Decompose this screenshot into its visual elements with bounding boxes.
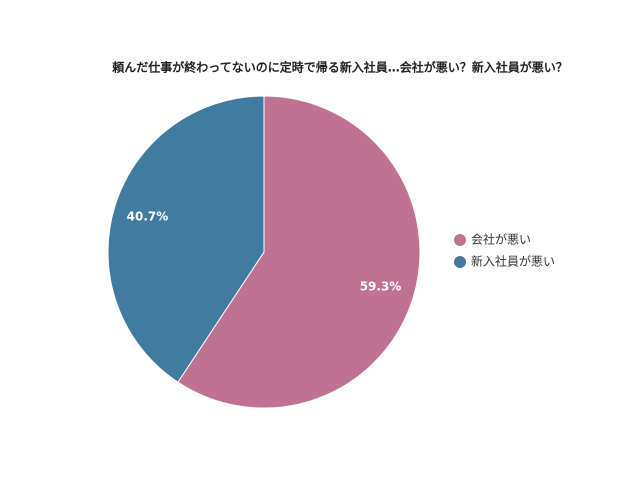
data-label: 40.7%: [127, 209, 169, 223]
legend-marker: [454, 256, 466, 268]
pie-slice: [107, 95, 265, 383]
legend-label: 会社が悪い: [471, 232, 531, 247]
chart-title: 頼んだ仕事が終わってないのに定時で帰る新入社員…会社が悪い？新入社員が悪い？: [111, 60, 567, 75]
pie-slice: [177, 95, 421, 409]
data-label: 59.3%: [360, 280, 402, 294]
legend-marker: [454, 234, 466, 246]
legend-label: 新入社員が悪い: [471, 254, 555, 269]
